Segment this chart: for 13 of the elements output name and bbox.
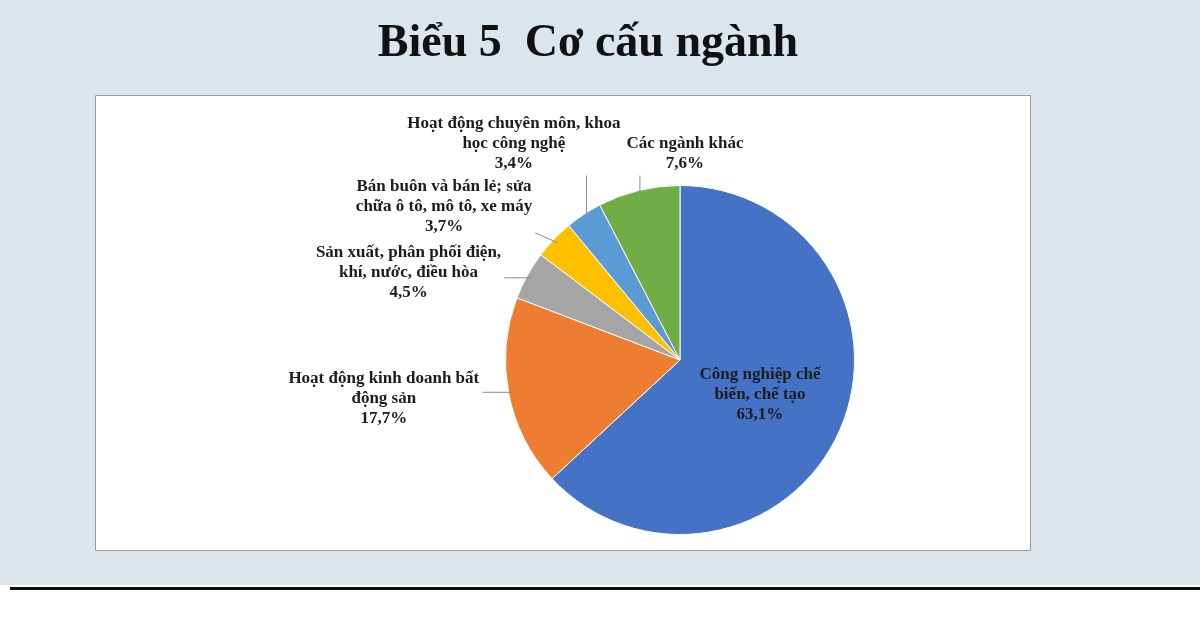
- slice-label: Hoạt động kinh doanh bất động sản: [288, 368, 480, 408]
- slice-label: Công nghiệp chế biến, chế tạo: [699, 364, 822, 404]
- slice-label: Sản xuất, phân phối điện, khí, nước, điều hòa: [315, 242, 502, 282]
- slice-label: Hoạt động chuyên môn, khoa học công nghệ: [407, 112, 621, 152]
- data-label: 63,1%: [736, 404, 784, 424]
- slice-label: Các ngành khác: [626, 132, 744, 152]
- data-label: 7,6%: [665, 152, 705, 172]
- data-label: 3,7%: [424, 216, 464, 236]
- data-label: 4,5%: [389, 282, 428, 302]
- data-label: 3,4%: [494, 152, 533, 172]
- chart-title: Biểu 5 Cơ cấu ngành: [377, 14, 799, 66]
- data-label: 17,7%: [360, 408, 408, 428]
- slice-label: Bán buôn và bán lẻ; sửa chữa ô tô, mô tô, xe máy: [355, 176, 533, 216]
